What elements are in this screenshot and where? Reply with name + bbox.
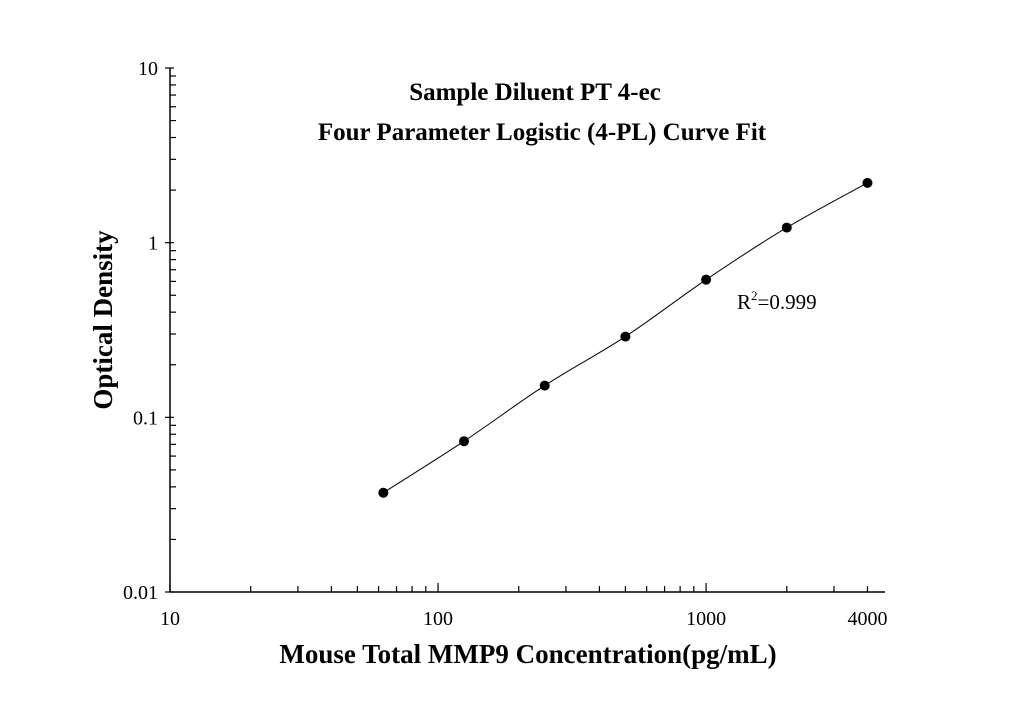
- data-point: [781, 222, 792, 233]
- x-tick-label: 1000: [686, 608, 726, 630]
- y-tick-label: 1: [148, 233, 158, 255]
- y-tick-label: 0.01: [123, 582, 158, 604]
- data-point: [862, 177, 873, 188]
- y-axis-label: Optical Density: [88, 230, 118, 410]
- x-tick-label: 4000: [847, 608, 887, 630]
- data-point: [378, 487, 389, 498]
- y-tick-label: 10: [138, 58, 158, 80]
- y-tick-label: 0.1: [133, 407, 158, 429]
- data-point: [539, 380, 550, 391]
- x-axis-label: Mouse Total MMP9 Concentration(pg/mL): [279, 639, 776, 669]
- data-point: [701, 274, 712, 285]
- tick-labels: 10 100 1000 4000 0.01 0.1 1 10: [123, 58, 887, 630]
- x-tick-label: 100: [423, 608, 453, 630]
- chart-title-line-1: Sample Diluent PT 4-ec: [409, 79, 661, 106]
- chart-title-line-2: Four Parameter Logistic (4-PL) Curve Fit: [318, 119, 767, 146]
- data-point: [620, 331, 631, 342]
- data-point: [459, 436, 470, 447]
- x-tick-label: 10: [160, 608, 180, 630]
- axes: [165, 67, 885, 593]
- data-points: [378, 177, 873, 498]
- r-value: =0.999: [758, 290, 817, 314]
- r-squared-annotation: R2=0.999: [737, 288, 817, 314]
- r-label: R: [737, 290, 751, 314]
- r-superscript: 2: [751, 288, 758, 303]
